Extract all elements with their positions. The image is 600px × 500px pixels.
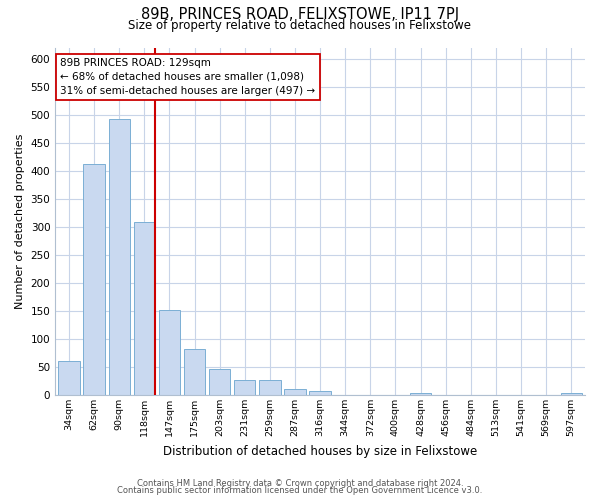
Bar xyxy=(184,349,205,395)
Bar xyxy=(134,222,155,395)
Bar xyxy=(310,390,331,395)
Bar xyxy=(159,310,180,395)
Text: Contains public sector information licensed under the Open Government Licence v3: Contains public sector information licen… xyxy=(118,486,482,495)
Y-axis label: Number of detached properties: Number of detached properties xyxy=(15,134,25,309)
Text: Contains HM Land Registry data © Crown copyright and database right 2024.: Contains HM Land Registry data © Crown c… xyxy=(137,478,463,488)
Bar xyxy=(560,394,582,395)
Bar xyxy=(259,380,281,395)
Text: 89B PRINCES ROAD: 129sqm
← 68% of detached houses are smaller (1,098)
31% of sem: 89B PRINCES ROAD: 129sqm ← 68% of detach… xyxy=(61,58,316,96)
Text: Size of property relative to detached houses in Felixstowe: Size of property relative to detached ho… xyxy=(128,19,472,32)
Bar xyxy=(234,380,256,395)
Bar xyxy=(284,389,305,395)
Bar xyxy=(58,362,80,395)
Text: 89B, PRINCES ROAD, FELIXSTOWE, IP11 7PJ: 89B, PRINCES ROAD, FELIXSTOWE, IP11 7PJ xyxy=(141,8,459,22)
Bar xyxy=(410,394,431,395)
Bar xyxy=(83,164,105,395)
Bar xyxy=(109,118,130,395)
Bar xyxy=(209,369,230,395)
X-axis label: Distribution of detached houses by size in Felixstowe: Distribution of detached houses by size … xyxy=(163,444,477,458)
